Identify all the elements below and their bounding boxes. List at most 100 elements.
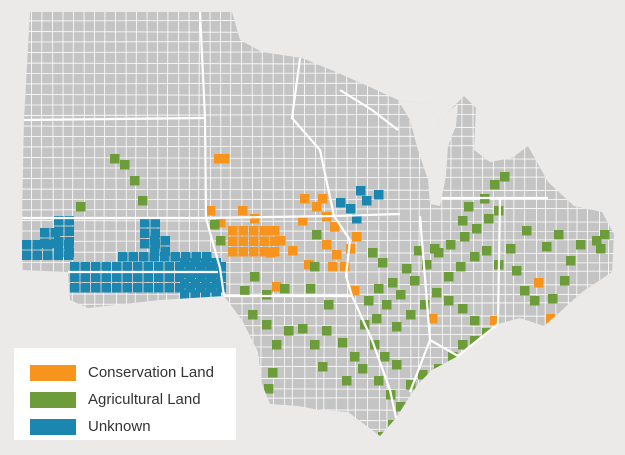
county-agricultural <box>110 154 120 164</box>
county-unknown <box>118 252 128 262</box>
county-unknown <box>201 279 211 289</box>
state-border-in-oh <box>496 197 502 325</box>
county-agricultural <box>444 272 454 282</box>
county-unknown <box>362 196 372 206</box>
county-unknown <box>40 228 50 238</box>
county-conservation <box>304 260 314 270</box>
county-conservation <box>228 247 238 257</box>
county-agricultural <box>396 290 406 300</box>
county-agricultural <box>406 310 416 320</box>
county-conservation <box>270 226 280 236</box>
county-conservation <box>350 286 360 296</box>
county-agricultural <box>600 230 610 240</box>
county-agricultural <box>482 246 492 256</box>
county-conservation <box>276 236 286 246</box>
county-agricultural <box>458 340 468 350</box>
lake-michigan <box>398 100 458 206</box>
county-agricultural <box>284 326 294 336</box>
county-line <box>323 12 326 436</box>
state-border-sd-mn <box>203 117 208 219</box>
county-agricultural <box>560 276 570 286</box>
legend-label-conservation: Conservation Land <box>88 364 214 381</box>
county-unknown <box>150 218 160 228</box>
legend-item-agricultural: Agricultural Land <box>30 386 236 413</box>
county-conservation <box>259 247 269 257</box>
county-unknown <box>190 268 200 278</box>
county-conservation <box>312 202 322 212</box>
county-conservation <box>328 262 338 272</box>
county-line <box>0 10 625 11</box>
county-unknown <box>196 262 206 272</box>
county-unknown <box>201 258 211 268</box>
county-line <box>22 302 614 305</box>
state-borders <box>22 11 548 419</box>
county-agricultural <box>472 224 482 234</box>
county-agricultural <box>306 284 316 294</box>
county-unknown <box>112 262 122 272</box>
county-conservation <box>272 282 282 292</box>
county-agricultural <box>382 300 392 310</box>
county-agricultural <box>420 300 430 310</box>
county-agricultural <box>406 380 416 390</box>
county-agricultural <box>414 246 424 256</box>
county-agricultural <box>522 226 532 236</box>
county-agricultural <box>388 278 398 288</box>
county-agricultural <box>444 296 454 306</box>
county-unknown <box>190 289 200 299</box>
map-legend: Conservation Land Agricultural Land Unkn… <box>14 348 236 440</box>
county-conservation <box>249 247 259 257</box>
county-line <box>22 176 614 179</box>
county-line <box>22 157 614 160</box>
county-conservation <box>330 222 340 232</box>
legend-label-agricultural: Agricultural Land <box>88 391 201 408</box>
county-unknown <box>140 218 150 228</box>
county-unknown <box>133 283 143 293</box>
county-unknown <box>80 272 90 282</box>
county-conservation <box>238 206 248 216</box>
county-agricultural <box>410 276 420 286</box>
county-unknown <box>201 289 211 299</box>
county-unknown <box>216 262 226 272</box>
county-unknown <box>64 216 74 226</box>
county-conservation <box>249 226 259 236</box>
county-conservation <box>298 216 308 226</box>
county-unknown <box>211 268 221 278</box>
county-unknown <box>22 240 32 250</box>
county-agricultural <box>378 258 388 268</box>
county-agricultural <box>596 244 606 254</box>
county-agricultural <box>388 420 398 430</box>
county-unknown <box>154 283 164 293</box>
county-unknown <box>91 262 101 272</box>
county-agricultural <box>506 244 516 254</box>
legend-swatch-unknown <box>30 418 76 435</box>
county-unknown <box>122 272 132 282</box>
county-unknown <box>70 272 80 282</box>
county-conservation <box>249 236 259 246</box>
county-conservation <box>428 314 438 324</box>
county-conservation <box>250 214 260 224</box>
county-agricultural <box>396 402 406 412</box>
county-agricultural <box>458 304 468 314</box>
county-conservation <box>322 240 332 250</box>
county-unknown <box>91 283 101 293</box>
county-line <box>283 12 286 436</box>
county-agricultural <box>322 326 332 336</box>
county-unknown <box>346 204 356 214</box>
county-agricultural <box>380 352 390 362</box>
county-line <box>555 12 557 436</box>
county-agricultural <box>446 240 456 250</box>
county-agricultural <box>430 244 440 254</box>
county-conservation <box>238 226 248 236</box>
county-agricultural <box>484 214 494 224</box>
county-unknown <box>154 272 164 282</box>
county-agricultural <box>456 262 466 272</box>
county-unknown <box>206 262 216 272</box>
county-agricultural <box>554 230 564 240</box>
county-conservation <box>270 236 280 246</box>
county-unknown <box>196 283 206 293</box>
county-conservation <box>332 250 342 260</box>
county-unknown <box>64 237 74 247</box>
county-line <box>607 12 610 436</box>
county-agricultural <box>262 290 272 300</box>
county-agricultural <box>548 294 558 304</box>
